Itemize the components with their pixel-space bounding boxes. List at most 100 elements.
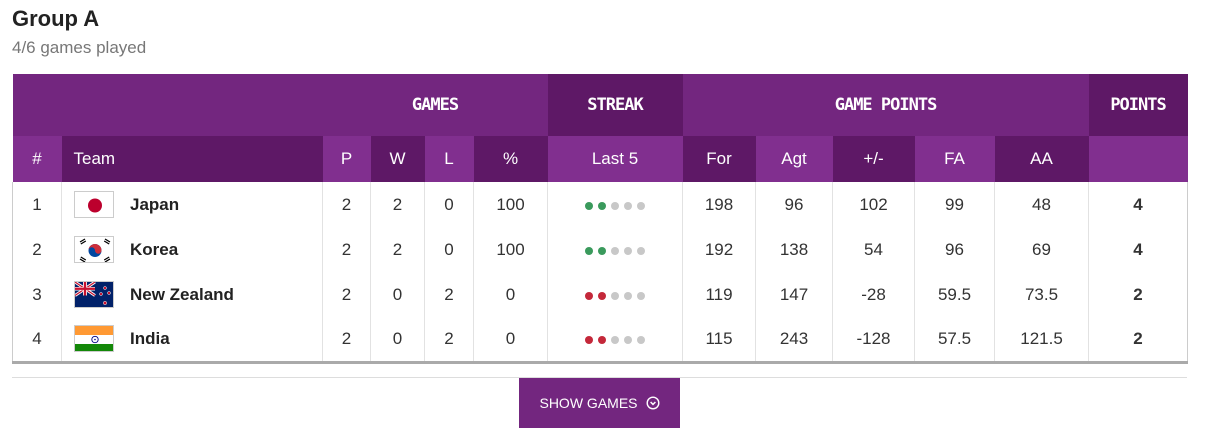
streak-dot (637, 335, 645, 344)
points-cell: 2 (1088, 317, 1189, 364)
for-cell: 198 (682, 182, 756, 227)
diff-cell: -128 (832, 317, 915, 364)
games-played-text: 4/6 games played (12, 38, 147, 57)
won-cell: 2 (370, 182, 425, 227)
rank-cell: 3 (12, 272, 62, 317)
against-cell: 243 (755, 317, 833, 364)
won-cell: 2 (370, 227, 425, 272)
points-cell: 2 (1088, 272, 1189, 317)
team-cell: New Zealand (61, 272, 323, 317)
streak-dot (585, 246, 593, 255)
header-streak: STREAK (547, 74, 683, 136)
table-row: 1 Japan 2 2 0 100 198 96 102 99 48 4 (12, 182, 1189, 227)
team-name[interactable]: India (130, 328, 170, 348)
team-cell: Korea (61, 227, 323, 272)
show-games-label: SHOW GAMES (539, 395, 638, 411)
fa-cell: 99 (914, 182, 995, 227)
streak-dot (585, 201, 593, 210)
for-cell: 115 (682, 317, 756, 364)
streak-dot (611, 246, 619, 255)
played-cell: 2 (322, 317, 371, 364)
table-row: 3 New Zealand 2 0 2 0 119 147 -28 59.5 73.5 2 (12, 272, 1189, 317)
header-empty (12, 74, 323, 136)
header-games: GAMES (322, 74, 548, 136)
show-games-button[interactable]: SHOW GAMES (519, 378, 680, 428)
standings-table: GAMES STREAK GAME POINTS POINTS # Team P… (12, 74, 1189, 364)
col-fa: FA (914, 136, 995, 182)
streak-dot (611, 335, 619, 344)
streak-dot (637, 246, 645, 255)
for-cell: 119 (682, 272, 756, 317)
won-cell: 0 (370, 272, 425, 317)
chevron-down-circle-icon (645, 396, 660, 410)
header-game-points: GAME POINTS (682, 74, 1089, 136)
team-name[interactable]: Korea (130, 239, 179, 259)
lost-cell: 0 (424, 227, 474, 272)
played-cell: 2 (322, 182, 371, 227)
fa-cell: 59.5 (914, 272, 995, 317)
percent-cell: 0 (473, 317, 548, 364)
diff-cell: 54 (832, 227, 915, 272)
points-cell: 4 (1088, 227, 1189, 272)
percent-cell: 100 (473, 182, 548, 227)
col-played: P (322, 136, 371, 182)
streak-cell (547, 272, 683, 317)
rank-cell: 4 (12, 317, 62, 364)
diff-cell: -28 (832, 272, 915, 317)
col-for: For (682, 136, 756, 182)
streak-cell (547, 317, 683, 364)
col-points (1088, 136, 1188, 182)
streak-dot (598, 246, 606, 255)
col-against: Agt (755, 136, 833, 182)
team-name[interactable]: New Zealand (130, 284, 234, 304)
diff-cell: 102 (832, 182, 915, 227)
for-cell: 192 (682, 227, 756, 272)
rank-cell: 1 (12, 182, 62, 227)
aa-cell: 73.5 (993, 272, 1089, 317)
col-won: W (370, 136, 425, 182)
aa-cell: 121.5 (993, 317, 1089, 364)
lost-cell: 0 (424, 182, 474, 227)
col-team: Team (61, 136, 323, 182)
divider (12, 377, 1187, 378)
points-cell: 4 (1088, 182, 1189, 227)
korea-flag-icon (74, 236, 114, 263)
table-row: 2 Korea 2 2 0 100 192 138 54 96 69 4 (12, 227, 1189, 272)
team-cell: Japan (61, 182, 323, 227)
against-cell: 147 (755, 272, 833, 317)
streak-dot (624, 335, 632, 344)
col-diff: +/- (832, 136, 915, 182)
fa-cell: 57.5 (914, 317, 995, 364)
col-aa: AA (994, 136, 1089, 182)
streak-dot (611, 291, 619, 300)
streak-cell (547, 227, 683, 272)
streak-dot (585, 335, 593, 344)
aa-cell: 69 (993, 227, 1089, 272)
streak-dot (624, 291, 632, 300)
team-name[interactable]: Japan (130, 194, 180, 214)
streak-dot (637, 201, 645, 210)
col-lost: L (424, 136, 474, 182)
india-flag-icon (74, 325, 114, 353)
percent-cell: 100 (473, 227, 548, 272)
lost-cell: 2 (424, 272, 474, 317)
rank-cell: 2 (12, 227, 62, 272)
streak-dot (598, 335, 606, 344)
played-cell: 2 (322, 272, 371, 317)
col-last5: Last 5 (547, 136, 683, 182)
streak-dot (611, 201, 619, 210)
streak-dot (624, 246, 632, 255)
won-cell: 0 (370, 317, 425, 364)
col-rank: # (12, 136, 62, 182)
group-title: Group A (12, 6, 100, 31)
streak-cell (547, 182, 683, 227)
japan-flag-icon (74, 191, 114, 218)
lost-cell: 2 (424, 317, 474, 364)
header-group-row: GAMES STREAK GAME POINTS POINTS (12, 74, 1188, 136)
against-cell: 138 (755, 227, 833, 272)
streak-dot (598, 201, 606, 210)
aa-cell: 48 (993, 182, 1089, 227)
column-header-row: # Team P W L % Last 5 For Agt +/- FA AA (12, 136, 1188, 182)
fa-cell: 96 (914, 227, 995, 272)
streak-dot (585, 291, 593, 300)
